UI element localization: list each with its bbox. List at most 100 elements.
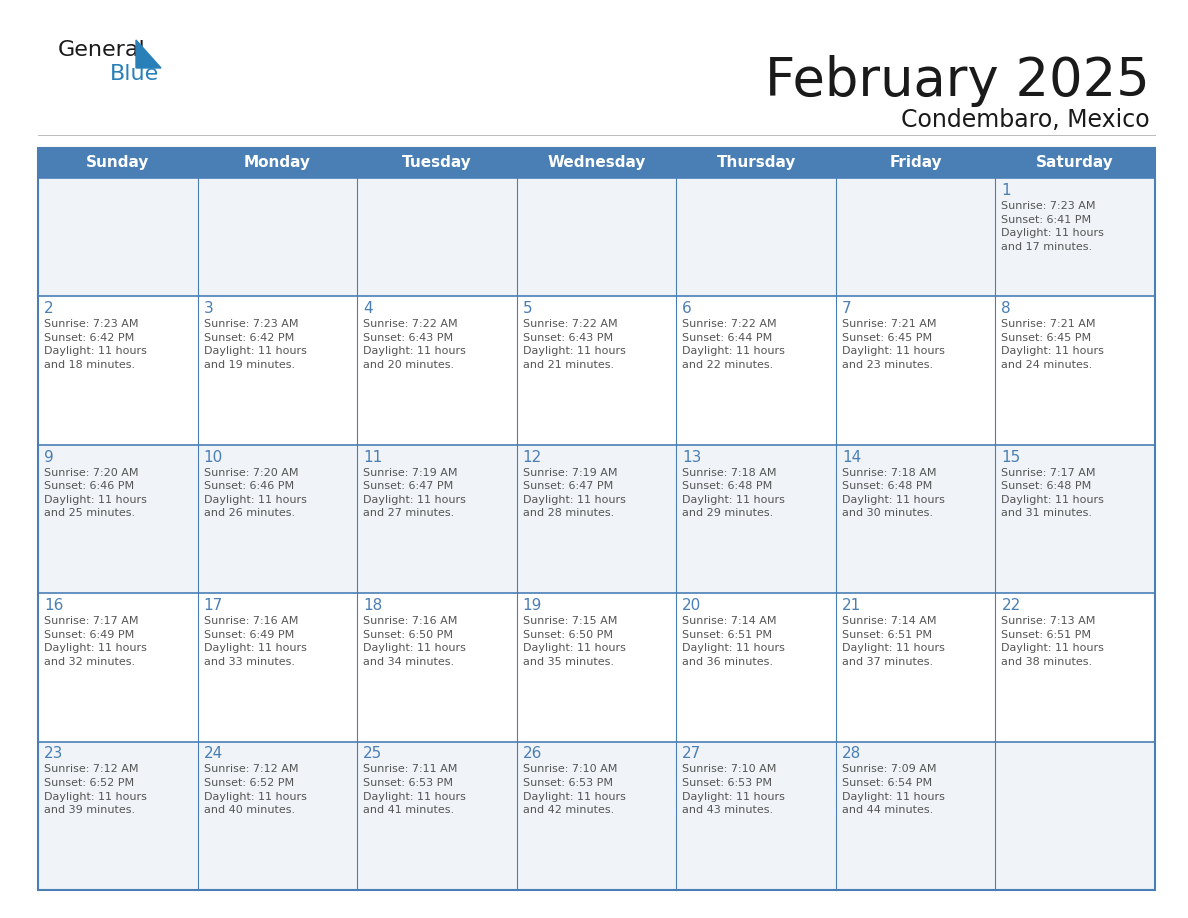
Text: Sunrise: 7:23 AM
Sunset: 6:41 PM
Daylight: 11 hours
and 17 minutes.: Sunrise: 7:23 AM Sunset: 6:41 PM Dayligh… bbox=[1001, 201, 1105, 252]
Text: Sunrise: 7:11 AM
Sunset: 6:53 PM
Daylight: 11 hours
and 41 minutes.: Sunrise: 7:11 AM Sunset: 6:53 PM Dayligh… bbox=[364, 765, 466, 815]
Text: February 2025: February 2025 bbox=[765, 55, 1150, 107]
Text: 5: 5 bbox=[523, 301, 532, 316]
Bar bbox=[676, 593, 836, 742]
Text: Sunrise: 7:09 AM
Sunset: 6:54 PM
Daylight: 11 hours
and 44 minutes.: Sunrise: 7:09 AM Sunset: 6:54 PM Dayligh… bbox=[842, 765, 944, 815]
Bar bbox=[517, 296, 676, 444]
Bar bbox=[38, 742, 197, 890]
Text: Sunrise: 7:23 AM
Sunset: 6:42 PM
Daylight: 11 hours
and 19 minutes.: Sunrise: 7:23 AM Sunset: 6:42 PM Dayligh… bbox=[203, 319, 307, 370]
Bar bbox=[676, 148, 836, 178]
Bar bbox=[836, 296, 996, 444]
Text: Sunrise: 7:17 AM
Sunset: 6:49 PM
Daylight: 11 hours
and 32 minutes.: Sunrise: 7:17 AM Sunset: 6:49 PM Dayligh… bbox=[44, 616, 147, 666]
Bar bbox=[358, 148, 517, 178]
Text: 3: 3 bbox=[203, 301, 214, 316]
Text: Sunrise: 7:13 AM
Sunset: 6:51 PM
Daylight: 11 hours
and 38 minutes.: Sunrise: 7:13 AM Sunset: 6:51 PM Dayligh… bbox=[1001, 616, 1105, 666]
Text: 21: 21 bbox=[842, 598, 861, 613]
Bar bbox=[996, 178, 1155, 296]
Bar bbox=[517, 742, 676, 890]
Bar bbox=[38, 593, 197, 742]
Bar bbox=[38, 148, 197, 178]
Text: Thursday: Thursday bbox=[716, 155, 796, 171]
Text: Sunrise: 7:17 AM
Sunset: 6:48 PM
Daylight: 11 hours
and 31 minutes.: Sunrise: 7:17 AM Sunset: 6:48 PM Dayligh… bbox=[1001, 467, 1105, 519]
Bar bbox=[197, 148, 358, 178]
Bar bbox=[836, 444, 996, 593]
Text: 23: 23 bbox=[44, 746, 63, 762]
Text: 4: 4 bbox=[364, 301, 373, 316]
Text: General: General bbox=[58, 40, 146, 60]
Bar bbox=[358, 296, 517, 444]
Bar bbox=[836, 178, 996, 296]
Text: 26: 26 bbox=[523, 746, 542, 762]
Text: Sunrise: 7:10 AM
Sunset: 6:53 PM
Daylight: 11 hours
and 43 minutes.: Sunrise: 7:10 AM Sunset: 6:53 PM Dayligh… bbox=[682, 765, 785, 815]
Text: Sunday: Sunday bbox=[86, 155, 150, 171]
Bar bbox=[996, 742, 1155, 890]
Text: 8: 8 bbox=[1001, 301, 1011, 316]
Bar bbox=[197, 296, 358, 444]
Text: 27: 27 bbox=[682, 746, 702, 762]
Text: 11: 11 bbox=[364, 450, 383, 465]
Bar bbox=[38, 148, 1155, 890]
Text: Sunrise: 7:19 AM
Sunset: 6:47 PM
Daylight: 11 hours
and 28 minutes.: Sunrise: 7:19 AM Sunset: 6:47 PM Dayligh… bbox=[523, 467, 626, 519]
Bar bbox=[517, 178, 676, 296]
Bar bbox=[676, 178, 836, 296]
Bar bbox=[197, 593, 358, 742]
Text: 24: 24 bbox=[203, 746, 223, 762]
Text: Wednesday: Wednesday bbox=[548, 155, 646, 171]
Text: Blue: Blue bbox=[110, 64, 159, 84]
Text: Sunrise: 7:16 AM
Sunset: 6:49 PM
Daylight: 11 hours
and 33 minutes.: Sunrise: 7:16 AM Sunset: 6:49 PM Dayligh… bbox=[203, 616, 307, 666]
Text: Sunrise: 7:19 AM
Sunset: 6:47 PM
Daylight: 11 hours
and 27 minutes.: Sunrise: 7:19 AM Sunset: 6:47 PM Dayligh… bbox=[364, 467, 466, 519]
Bar bbox=[517, 148, 676, 178]
Text: 12: 12 bbox=[523, 450, 542, 465]
Bar bbox=[836, 742, 996, 890]
Bar bbox=[197, 742, 358, 890]
Text: Sunrise: 7:20 AM
Sunset: 6:46 PM
Daylight: 11 hours
and 26 minutes.: Sunrise: 7:20 AM Sunset: 6:46 PM Dayligh… bbox=[203, 467, 307, 519]
Text: 18: 18 bbox=[364, 598, 383, 613]
Bar bbox=[996, 444, 1155, 593]
Polygon shape bbox=[135, 40, 162, 68]
Text: Monday: Monday bbox=[244, 155, 311, 171]
Bar bbox=[197, 444, 358, 593]
Text: 10: 10 bbox=[203, 450, 223, 465]
Text: Sunrise: 7:22 AM
Sunset: 6:44 PM
Daylight: 11 hours
and 22 minutes.: Sunrise: 7:22 AM Sunset: 6:44 PM Dayligh… bbox=[682, 319, 785, 370]
Bar bbox=[836, 593, 996, 742]
Text: Sunrise: 7:16 AM
Sunset: 6:50 PM
Daylight: 11 hours
and 34 minutes.: Sunrise: 7:16 AM Sunset: 6:50 PM Dayligh… bbox=[364, 616, 466, 666]
Text: Friday: Friday bbox=[890, 155, 942, 171]
Bar bbox=[836, 148, 996, 178]
Text: 1: 1 bbox=[1001, 183, 1011, 198]
Bar bbox=[517, 444, 676, 593]
Bar bbox=[676, 444, 836, 593]
Bar bbox=[38, 296, 197, 444]
Text: 22: 22 bbox=[1001, 598, 1020, 613]
Bar bbox=[38, 178, 197, 296]
Text: Sunrise: 7:23 AM
Sunset: 6:42 PM
Daylight: 11 hours
and 18 minutes.: Sunrise: 7:23 AM Sunset: 6:42 PM Dayligh… bbox=[44, 319, 147, 370]
Bar bbox=[996, 148, 1155, 178]
Text: 7: 7 bbox=[842, 301, 852, 316]
Bar bbox=[676, 742, 836, 890]
Bar bbox=[38, 444, 197, 593]
Text: Sunrise: 7:18 AM
Sunset: 6:48 PM
Daylight: 11 hours
and 30 minutes.: Sunrise: 7:18 AM Sunset: 6:48 PM Dayligh… bbox=[842, 467, 944, 519]
Bar bbox=[197, 178, 358, 296]
Bar bbox=[996, 593, 1155, 742]
Text: Sunrise: 7:14 AM
Sunset: 6:51 PM
Daylight: 11 hours
and 37 minutes.: Sunrise: 7:14 AM Sunset: 6:51 PM Dayligh… bbox=[842, 616, 944, 666]
Text: 16: 16 bbox=[44, 598, 63, 613]
Text: Sunrise: 7:15 AM
Sunset: 6:50 PM
Daylight: 11 hours
and 35 minutes.: Sunrise: 7:15 AM Sunset: 6:50 PM Dayligh… bbox=[523, 616, 626, 666]
Text: Sunrise: 7:12 AM
Sunset: 6:52 PM
Daylight: 11 hours
and 39 minutes.: Sunrise: 7:12 AM Sunset: 6:52 PM Dayligh… bbox=[44, 765, 147, 815]
Text: 25: 25 bbox=[364, 746, 383, 762]
Bar bbox=[358, 742, 517, 890]
Text: 15: 15 bbox=[1001, 450, 1020, 465]
Text: 2: 2 bbox=[44, 301, 53, 316]
Text: 28: 28 bbox=[842, 746, 861, 762]
Text: Tuesday: Tuesday bbox=[402, 155, 472, 171]
Text: Sunrise: 7:14 AM
Sunset: 6:51 PM
Daylight: 11 hours
and 36 minutes.: Sunrise: 7:14 AM Sunset: 6:51 PM Dayligh… bbox=[682, 616, 785, 666]
Text: Sunrise: 7:21 AM
Sunset: 6:45 PM
Daylight: 11 hours
and 24 minutes.: Sunrise: 7:21 AM Sunset: 6:45 PM Dayligh… bbox=[1001, 319, 1105, 370]
Text: Sunrise: 7:22 AM
Sunset: 6:43 PM
Daylight: 11 hours
and 21 minutes.: Sunrise: 7:22 AM Sunset: 6:43 PM Dayligh… bbox=[523, 319, 626, 370]
Text: 20: 20 bbox=[682, 598, 702, 613]
Text: 19: 19 bbox=[523, 598, 542, 613]
Text: 6: 6 bbox=[682, 301, 693, 316]
Text: Sunrise: 7:18 AM
Sunset: 6:48 PM
Daylight: 11 hours
and 29 minutes.: Sunrise: 7:18 AM Sunset: 6:48 PM Dayligh… bbox=[682, 467, 785, 519]
Bar bbox=[358, 444, 517, 593]
Text: Saturday: Saturday bbox=[1036, 155, 1114, 171]
Text: Condembaro, Mexico: Condembaro, Mexico bbox=[902, 108, 1150, 132]
Text: Sunrise: 7:12 AM
Sunset: 6:52 PM
Daylight: 11 hours
and 40 minutes.: Sunrise: 7:12 AM Sunset: 6:52 PM Dayligh… bbox=[203, 765, 307, 815]
Text: 17: 17 bbox=[203, 598, 223, 613]
Bar bbox=[358, 178, 517, 296]
